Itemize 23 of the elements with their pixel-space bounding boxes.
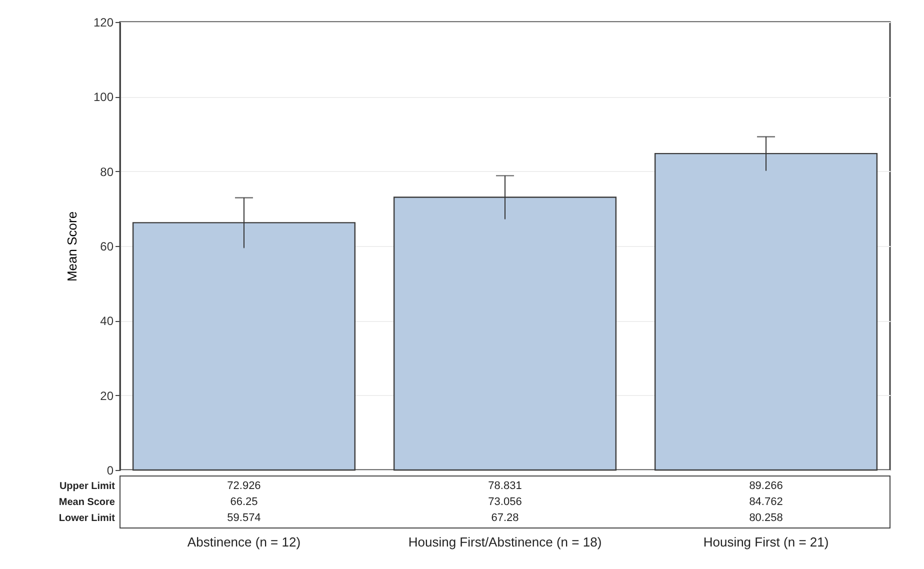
y-tick-label: 80 [100, 164, 114, 179]
text: 67.28 [491, 512, 519, 524]
y-tick-label: 100 [93, 90, 114, 104]
text: Mean Score [58, 497, 116, 508]
text: Lower Limit [58, 513, 116, 524]
data-label: 66.25 [230, 496, 258, 508]
y-tick-label: 20 [100, 388, 114, 403]
y-tick-label: 120 [93, 16, 114, 30]
text: 72.926 [227, 480, 261, 492]
x-tick-label: Abstinence (n = 12) [187, 534, 301, 550]
text: Upper Limit [59, 481, 116, 492]
data-label: 84.762 [749, 496, 783, 508]
y-tick-label: 0 [106, 464, 114, 478]
text: 80.258 [749, 512, 783, 524]
y-tick-label: 60 [100, 240, 114, 254]
x-tick-label: Housing First (n = 21) [703, 534, 829, 550]
text: 78.831 [488, 480, 522, 492]
text: 59.574 [227, 512, 261, 524]
y-axis-title: Mean Score [64, 211, 80, 282]
y-tick-label: 40 [100, 314, 114, 328]
data-label: 73.056 [488, 496, 522, 508]
text: 89.266 [749, 480, 783, 492]
x-tick-label: Housing First/Abstinence (n = 18) [408, 534, 602, 550]
